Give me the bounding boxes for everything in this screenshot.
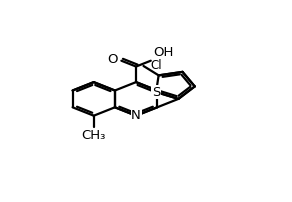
Text: N: N [131, 109, 141, 122]
Text: CH₃: CH₃ [81, 129, 106, 142]
Text: S: S [152, 86, 160, 99]
Text: Cl: Cl [150, 60, 162, 73]
Text: O: O [107, 54, 118, 66]
Text: OH: OH [153, 46, 173, 59]
